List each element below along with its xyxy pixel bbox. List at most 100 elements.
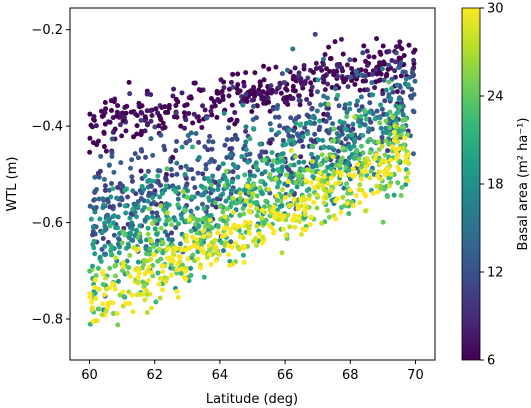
data-point [312,131,318,137]
data-point [175,294,181,300]
data-point [203,162,209,168]
data-point [240,206,246,212]
data-point [181,125,187,131]
data-point [338,209,344,215]
data-point [114,195,120,201]
data-point [241,223,247,229]
data-point [305,167,311,173]
data-point [93,123,99,129]
data-point [99,312,105,318]
colorbar-label: Basal area (m² ha⁻¹) [516,118,531,251]
data-point [239,154,245,160]
data-point [344,200,350,206]
data-point [322,51,328,57]
data-point [217,99,223,105]
data-point [220,248,226,254]
data-point [140,279,146,285]
data-point [111,213,117,219]
data-point [229,102,235,108]
data-point [194,236,200,242]
data-point [213,257,219,263]
data-point [290,83,296,89]
data-point [296,93,302,99]
data-point [241,187,247,193]
data-point [274,193,280,199]
data-point [126,79,132,85]
data-point [291,197,297,203]
data-point [194,205,200,211]
data-point [92,209,98,215]
data-point [292,65,298,71]
data-point [309,143,315,149]
data-point [113,255,119,261]
data-point [106,162,112,168]
data-point [324,95,330,101]
data-point [400,145,406,151]
data-point [134,214,140,220]
data-point [395,152,401,158]
data-point [358,72,364,78]
data-point [402,135,408,141]
data-point [381,59,387,65]
data-point [370,92,376,98]
data-point [243,128,249,134]
data-point [400,124,406,130]
data-point [164,166,170,172]
data-point [344,114,350,120]
data-point [164,218,170,224]
data-point [96,196,102,202]
data-point [152,226,158,232]
data-point [247,136,253,142]
data-point [165,110,171,116]
data-point [256,231,262,237]
data-point [338,159,344,165]
data-point [304,96,310,102]
data-point [210,173,216,179]
data-point [363,73,368,79]
data-point [367,175,373,181]
data-point [115,278,121,284]
data-point [309,151,315,157]
data-point [268,127,274,133]
data-point [160,239,166,245]
data-point [189,194,195,200]
data-point [183,117,189,123]
data-point [311,184,317,190]
data-point [403,182,409,188]
data-point [145,184,151,190]
data-point [141,283,147,289]
data-point [386,79,392,85]
data-point [374,183,380,189]
data-point [360,78,366,84]
data-point [314,176,320,182]
data-point [208,95,214,101]
data-point [220,209,226,215]
data-point [292,224,298,230]
data-point [339,155,345,161]
data-point [149,191,155,197]
data-point [173,245,179,251]
data-point [251,126,257,132]
data-point [314,192,320,198]
data-point [145,178,151,184]
data-point [100,281,106,287]
data-point [316,127,322,133]
data-point [186,217,192,223]
data-point [118,160,124,166]
data-point [184,238,190,244]
data-point [243,198,249,204]
data-point [230,71,236,77]
data-point [309,84,315,90]
data-point [233,134,239,140]
data-point [132,151,138,157]
data-point [398,73,404,79]
data-point [342,102,348,108]
data-point [123,128,129,134]
data-point [151,252,157,258]
data-point [323,156,329,162]
data-point [190,234,196,240]
data-point [277,80,283,86]
data-point [166,236,172,242]
data-point [370,191,376,197]
data-point [371,139,377,145]
